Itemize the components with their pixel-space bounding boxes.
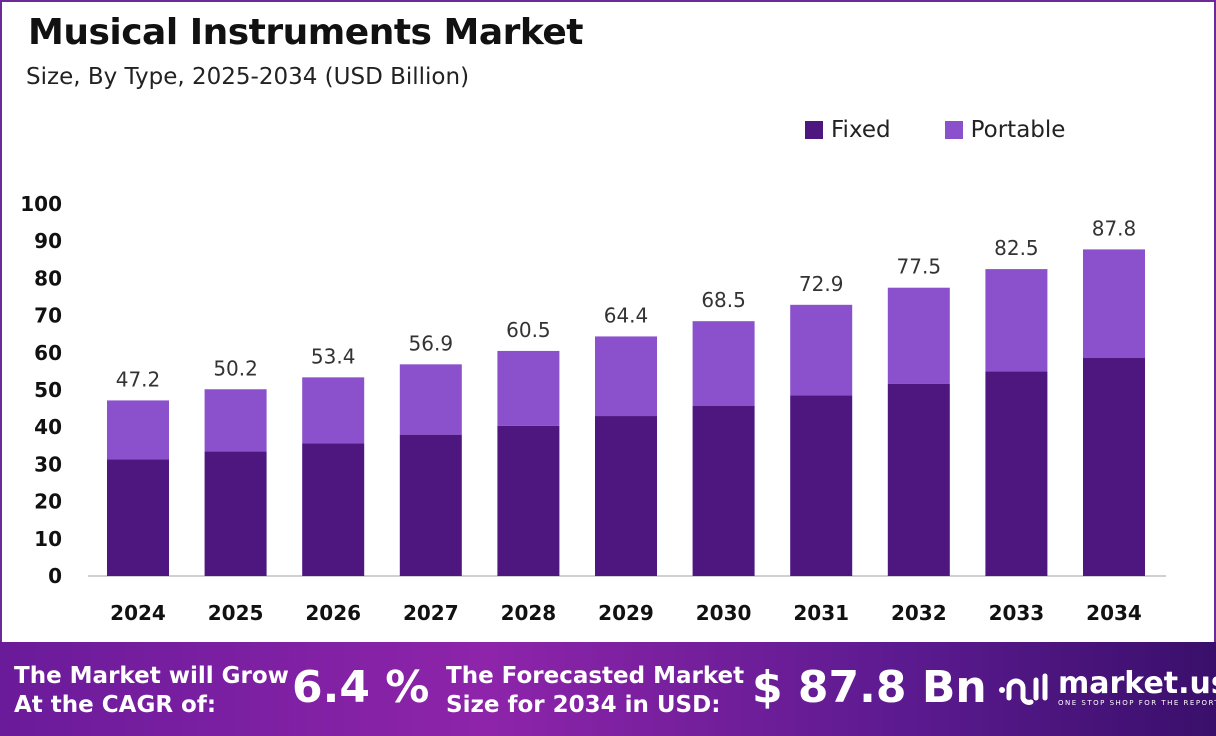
market-us-logo: market.us ONE STOP SHOP FOR THE REPORTS bbox=[998, 668, 1216, 708]
chart-title: Musical Instruments Market bbox=[28, 12, 583, 53]
logo-tagline: ONE STOP SHOP FOR THE REPORTS bbox=[1058, 699, 1216, 707]
cagr-value: 6.4 % bbox=[292, 662, 430, 713]
x-tick-label: 2029 bbox=[598, 601, 654, 625]
y-tick-label: 100 bbox=[20, 192, 62, 216]
total-label: 82.5 bbox=[994, 236, 1039, 260]
chart-frame bbox=[0, 0, 1216, 642]
total-label: 60.5 bbox=[506, 318, 551, 342]
total-label: 56.9 bbox=[409, 331, 454, 355]
y-tick-label: 0 bbox=[48, 564, 62, 588]
x-tick-label: 2026 bbox=[305, 601, 361, 625]
total-label: 53.4 bbox=[311, 344, 356, 368]
bar-portable-2027 bbox=[399, 364, 462, 435]
bar-portable-2024 bbox=[107, 400, 169, 460]
y-tick-label: 50 bbox=[34, 378, 62, 402]
x-tick-label: 2034 bbox=[1086, 601, 1142, 625]
forecast-label-line2: Size for 2034 in USD: bbox=[446, 692, 721, 718]
bar-fixed-2030 bbox=[692, 405, 755, 576]
y-tick-label: 90 bbox=[34, 229, 62, 253]
bar-fixed-2027 bbox=[399, 434, 462, 576]
x-tick-label: 2025 bbox=[208, 601, 264, 625]
forecast-label-line1: The Forecasted Market bbox=[446, 663, 745, 689]
bar-fixed-2032 bbox=[887, 383, 950, 576]
total-label: 47.2 bbox=[116, 367, 161, 391]
bar-portable-2031 bbox=[790, 304, 853, 396]
bar-portable-2029 bbox=[595, 336, 657, 417]
bar-fixed-2024 bbox=[107, 459, 169, 576]
bar-chart: 010203040506070809010047.2202450.2202553… bbox=[20, 192, 1166, 625]
bar-fixed-2025 bbox=[204, 451, 267, 576]
bar-fixed-2026 bbox=[302, 443, 365, 576]
y-tick-label: 80 bbox=[34, 266, 62, 290]
legend-item-fixed: Fixed bbox=[805, 117, 891, 143]
forecast-label: The Forecasted Market Size for 2034 in U… bbox=[446, 662, 744, 720]
bar-portable-2025 bbox=[204, 389, 267, 452]
legend: Fixed Portable bbox=[805, 117, 1065, 143]
y-tick-label: 70 bbox=[34, 304, 62, 328]
x-tick-label: 2028 bbox=[501, 601, 557, 625]
bar-fixed-2031 bbox=[790, 395, 853, 576]
bar-portable-2034 bbox=[1083, 249, 1145, 359]
summary-banner: The Market will Grow At the CAGR of: 6.4… bbox=[0, 642, 1216, 736]
cagr-label-line1: The Market will Grow bbox=[14, 663, 289, 689]
x-tick-label: 2033 bbox=[989, 601, 1045, 625]
legend-label-fixed: Fixed bbox=[831, 117, 891, 143]
bar-portable-2026 bbox=[302, 377, 365, 444]
legend-label-portable: Portable bbox=[970, 117, 1066, 143]
x-tick-label: 2030 bbox=[696, 601, 752, 625]
bar-fixed-2028 bbox=[497, 425, 560, 576]
y-tick-label: 30 bbox=[34, 452, 62, 476]
y-tick-label: 10 bbox=[34, 527, 62, 551]
legend-item-portable: Portable bbox=[944, 117, 1066, 143]
cagr-label-line2: At the CAGR of: bbox=[14, 692, 217, 718]
bar-fixed-2029 bbox=[595, 416, 657, 576]
total-label: 64.4 bbox=[604, 303, 649, 327]
forecast-value: $ 87.8 Bn bbox=[752, 662, 987, 713]
x-tick-label: 2032 bbox=[891, 601, 947, 625]
x-tick-label: 2031 bbox=[793, 601, 849, 625]
legend-swatch-portable bbox=[944, 121, 963, 139]
y-tick-label: 40 bbox=[34, 415, 62, 439]
x-tick-label: 2024 bbox=[110, 601, 166, 625]
y-tick-label: 60 bbox=[34, 341, 62, 365]
total-label: 68.5 bbox=[701, 288, 746, 312]
bar-fixed-2033 bbox=[985, 371, 1048, 576]
bar-fixed-2034 bbox=[1083, 358, 1145, 576]
logo-icon bbox=[999, 673, 1048, 705]
chart-subtitle: Size, By Type, 2025-2034 (USD Billion) bbox=[26, 64, 470, 90]
total-label: 77.5 bbox=[897, 255, 942, 279]
bar-portable-2032 bbox=[887, 287, 950, 384]
total-label: 87.8 bbox=[1092, 216, 1137, 240]
legend-swatch-fixed bbox=[805, 121, 823, 139]
bar-portable-2033 bbox=[985, 269, 1048, 372]
cagr-label: The Market will Grow At the CAGR of: bbox=[14, 662, 289, 720]
total-label: 72.9 bbox=[799, 272, 844, 296]
bar-portable-2028 bbox=[497, 350, 560, 426]
y-tick-label: 20 bbox=[34, 490, 62, 514]
x-tick-label: 2027 bbox=[403, 601, 459, 625]
bar-portable-2030 bbox=[692, 321, 755, 406]
total-label: 50.2 bbox=[213, 356, 258, 380]
logo-name: market.us bbox=[1058, 666, 1216, 701]
